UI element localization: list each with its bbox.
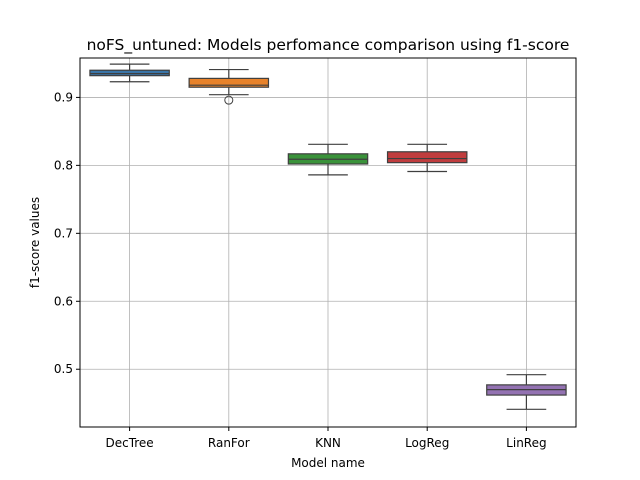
x-tick-label: DecTree: [105, 436, 153, 450]
box-linreg: [486, 374, 567, 410]
chart-title: noFS_untuned: Models perfomance comparis…: [87, 36, 570, 55]
x-tick-label: LogReg: [405, 436, 449, 450]
y-tick-label: 0.9: [54, 90, 73, 104]
box-ranfor: [188, 68, 270, 105]
box-series: [89, 63, 567, 410]
box-body: [386, 151, 468, 164]
box-body: [188, 77, 270, 88]
x-axis-ticks: DecTree RanFor KNN LogReg LinReg: [105, 427, 547, 450]
y-axis-ticks: 0.5 0.6 0.7 0.8 0.9: [54, 90, 80, 376]
x-axis-label: Model name: [291, 456, 365, 470]
box-knn: [287, 143, 369, 176]
gridlines: [80, 58, 576, 427]
x-tick-label: RanFor: [208, 436, 250, 450]
outlier-point: [224, 95, 234, 105]
y-tick-label: 0.5: [54, 362, 73, 376]
box-logreg: [386, 143, 468, 173]
y-tick-label: 0.7: [54, 226, 73, 240]
y-tick-label: 0.8: [54, 158, 73, 172]
y-tick-label: 0.6: [54, 294, 73, 308]
box-dectree: [89, 63, 170, 83]
box-body: [89, 69, 170, 77]
x-tick-label: KNN: [315, 436, 341, 450]
y-axis-label: f1-score values: [28, 197, 42, 288]
x-tick-label: LinReg: [506, 436, 546, 450]
